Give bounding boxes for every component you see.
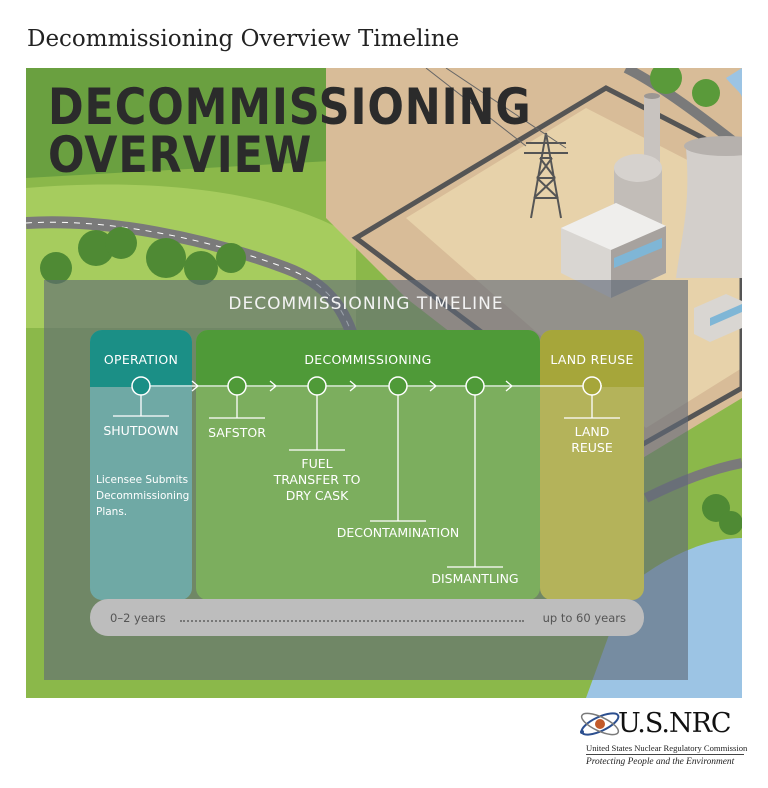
- arrow-icon: [505, 380, 514, 392]
- timeline-node-dismantling: [465, 376, 485, 396]
- logo-tagline: Protecting People and the Environment: [586, 757, 735, 767]
- event-fuel-transfer-line-1: FUEL: [301, 456, 333, 471]
- phase-operation: OPERATION: [90, 330, 192, 600]
- timeline-node-land-reuse: [582, 376, 602, 396]
- licensee-note-line-3: Plans.: [96, 506, 128, 518]
- nrc-logo: U.S.NRC United States Nuclear Regulatory…: [574, 706, 748, 774]
- event-land-reuse: LAND REUSE: [552, 424, 632, 456]
- event-fuel-transfer-line-3: DRY CASK: [285, 488, 349, 503]
- atom-icon: [580, 712, 620, 736]
- event-land-reuse-line-1: LAND: [574, 424, 610, 439]
- duration-start: 0–2 years: [110, 611, 166, 625]
- arrow-icon: [191, 380, 200, 392]
- logo-agency-name: United States Nuclear Regulatory Commiss…: [586, 743, 748, 753]
- licensee-note: Licensee Submits Decommissioning Plans.: [96, 472, 192, 520]
- licensee-note-line-1: Licensee Submits: [96, 474, 189, 486]
- timeline-node-safstor: [227, 376, 247, 396]
- timeline-title: DECOMMISSIONING TIMELINE: [228, 294, 504, 314]
- phase-land-reuse: LAND REUSE: [540, 330, 644, 600]
- event-shutdown: SHUTDOWN: [103, 423, 179, 438]
- licensee-note-line-2: Decommissioning: [96, 490, 190, 502]
- hero-title-line-2: OVERVIEW: [48, 126, 313, 184]
- duration-dotted-line: [180, 608, 524, 622]
- illustration-scene: DECOMMISSIONING OVERVIEW DECOMMISSIONING…: [26, 68, 742, 698]
- arrow-icon: [269, 380, 278, 392]
- event-decontamination: DECONTAMINATION: [336, 525, 460, 540]
- arrow-icon: [429, 380, 438, 392]
- logo-wordmark: U.S.NRC: [618, 708, 732, 739]
- timeline-node-fuel-transfer: [307, 376, 327, 396]
- event-fuel-transfer-line-2: TRANSFER TO: [273, 472, 361, 487]
- hero-title-line-1: DECOMMISSIONING: [48, 78, 532, 136]
- timeline-connectors: [113, 376, 620, 568]
- phase-decommissioning: DECOMMISSIONING: [196, 330, 540, 600]
- timeline-panel: DECOMMISSIONING TIMELINE OPERATION DECOM…: [44, 280, 688, 680]
- arrow-icon: [349, 380, 358, 392]
- page-title: Decommissioning Overview Timeline: [27, 26, 460, 52]
- event-fuel-transfer: FUEL TRANSFER TO DRY CASK: [257, 456, 377, 504]
- phase-decommissioning-label: DECOMMISSIONING: [196, 330, 540, 387]
- duration-end: up to 60 years: [542, 611, 626, 625]
- logo-divider: [586, 754, 744, 755]
- timeline-node-decontamination: [388, 376, 408, 396]
- event-dismantling: DISMANTLING: [431, 571, 519, 586]
- event-safstor: SAFSTOR: [208, 425, 266, 440]
- event-land-reuse-line-2: REUSE: [571, 440, 613, 455]
- timeline-node-shutdown: [131, 376, 151, 396]
- duration-bar: 0–2 years up to 60 years: [90, 599, 644, 636]
